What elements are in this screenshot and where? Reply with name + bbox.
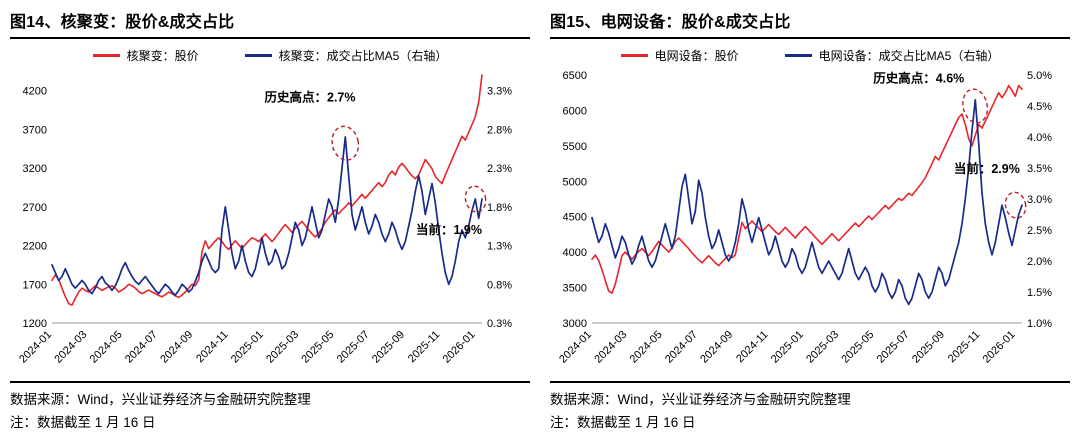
legend-item-price: 电网设备：股价	[620, 47, 739, 64]
figure-14-title: 图14、核聚变：股价&成交占比	[10, 4, 530, 39]
svg-text:6500: 6500	[563, 70, 587, 82]
price-line-swatch	[92, 53, 120, 57]
svg-text:4000: 4000	[563, 247, 587, 259]
source-divider	[550, 381, 1070, 383]
svg-text:2025-11: 2025-11	[946, 329, 982, 365]
svg-text:2024-09: 2024-09	[158, 329, 195, 366]
grid-equipment-price-volume-chart: 3000 3500 4000 4500 5000 5500 6000 6500 1.0% 1.5%…	[557, 70, 1052, 366]
svg-text:3.0%: 3.0%	[1027, 194, 1052, 206]
svg-text:1.8%: 1.8%	[487, 202, 512, 214]
legend-label-volume-share: 电网设备：成交占比MA5（右轴）	[818, 48, 1000, 63]
figure-15-legend: 电网设备：股价 电网设备：成交占比MA5（右轴）	[550, 43, 1070, 67]
svg-text:0.3%: 0.3%	[487, 318, 512, 330]
svg-text:2024-09: 2024-09	[698, 329, 735, 366]
figure-14-panel: 图14、核聚变：股价&成交占比 核聚变：股价 核聚变：成交占比MA5（右轴） 1…	[10, 4, 530, 430]
legend-label-price: 核聚变：股价	[126, 48, 199, 63]
svg-text:3700: 3700	[23, 124, 47, 136]
svg-text:当前：2.9%: 当前：2.9%	[954, 161, 1020, 176]
svg-text:历史高点：4.6%: 历史高点：4.6%	[873, 70, 964, 85]
svg-text:3.3%: 3.3%	[487, 86, 512, 98]
svg-text:2025-09: 2025-09	[910, 329, 947, 366]
svg-text:4200: 4200	[23, 86, 47, 98]
svg-text:2024-05: 2024-05	[88, 329, 125, 366]
svg-text:6000: 6000	[563, 105, 587, 117]
svg-text:1.5%: 1.5%	[1027, 287, 1052, 299]
svg-text:2.0%: 2.0%	[1027, 256, 1052, 268]
svg-text:当前：1.9%: 当前：1.9%	[416, 222, 482, 237]
svg-text:3200: 3200	[23, 163, 47, 175]
data-note: 注：数据截至 1 月 16 日	[550, 415, 696, 430]
fusion-price-volume-chart: 1200 1700 2200 2700 3200 3700 4200 0.3% 0.8% 1.3%…	[17, 74, 512, 366]
data-note: 注：数据截至 1 月 16 日	[10, 415, 156, 430]
figure-15-title: 图15、电网设备：股价&成交占比	[550, 4, 1070, 39]
svg-text:1700: 1700	[23, 279, 47, 291]
svg-text:2.3%: 2.3%	[487, 163, 512, 175]
svg-text:2024-03: 2024-03	[52, 329, 89, 366]
svg-text:4.5%: 4.5%	[1027, 101, 1052, 113]
svg-text:2024-07: 2024-07	[123, 329, 160, 366]
svg-text:3500: 3500	[563, 283, 587, 295]
svg-text:3000: 3000	[563, 318, 587, 330]
svg-text:0.8%: 0.8%	[487, 279, 512, 291]
data-source: 数据来源：Wind，兴业证券经济与金融研究院整理	[10, 392, 311, 407]
svg-text:2200: 2200	[23, 241, 47, 253]
price-line-swatch	[620, 53, 648, 57]
figure-15-panel: 图15、电网设备：股价&成交占比 电网设备：股价 电网设备：成交占比MA5（右轴…	[540, 0, 1080, 441]
svg-text:2025-05: 2025-05	[839, 329, 876, 366]
svg-text:5000: 5000	[563, 176, 587, 188]
svg-text:3.5%: 3.5%	[1027, 163, 1052, 175]
svg-text:2025-03: 2025-03	[804, 329, 841, 366]
svg-text:2025-01: 2025-01	[229, 329, 266, 366]
svg-text:4.0%: 4.0%	[1027, 132, 1052, 144]
svg-text:2024-01: 2024-01	[17, 329, 54, 366]
data-source: 数据来源：Wind，兴业证券经济与金融研究院整理	[550, 392, 851, 407]
svg-text:2.8%: 2.8%	[487, 124, 512, 136]
svg-text:1200: 1200	[23, 318, 47, 330]
figure-14-legend: 核聚变：股价 核聚变：成交占比MA5（右轴）	[10, 43, 530, 67]
svg-text:2024-03: 2024-03	[592, 329, 629, 366]
svg-text:2024-07: 2024-07	[663, 329, 700, 366]
source-divider	[10, 381, 530, 383]
legend-label-volume-share: 核聚变：成交占比MA5（右轴）	[278, 48, 448, 63]
svg-text:2025-11: 2025-11	[406, 329, 442, 365]
legend-item-volume-share: 核聚变：成交占比MA5（右轴）	[244, 47, 448, 64]
svg-text:2025-03: 2025-03	[264, 329, 301, 366]
svg-text:5.0%: 5.0%	[1027, 70, 1052, 82]
volume-share-line-swatch	[244, 53, 272, 57]
legend-label-price: 电网设备：股价	[654, 48, 739, 63]
svg-text:1.0%: 1.0%	[1027, 318, 1052, 330]
legend-item-price: 核聚变：股价	[92, 47, 199, 64]
svg-text:2025-09: 2025-09	[370, 329, 407, 366]
svg-text:2024-01: 2024-01	[557, 329, 594, 366]
svg-text:2026-01: 2026-01	[981, 329, 1018, 366]
volume-share-line-swatch	[784, 53, 812, 57]
svg-text:2026-01: 2026-01	[441, 329, 478, 366]
svg-text:2025-07: 2025-07	[875, 329, 912, 366]
svg-text:历史高点：2.7%: 历史高点：2.7%	[265, 89, 356, 104]
svg-text:5500: 5500	[563, 141, 587, 153]
svg-text:2024-05: 2024-05	[628, 329, 665, 366]
svg-text:2024-11: 2024-11	[734, 329, 770, 365]
svg-text:2.5%: 2.5%	[1027, 225, 1052, 237]
svg-text:2700: 2700	[23, 202, 47, 214]
svg-text:2025-05: 2025-05	[299, 329, 336, 366]
svg-text:4500: 4500	[563, 212, 587, 224]
svg-text:2024-11: 2024-11	[194, 329, 230, 365]
legend-item-volume-share: 电网设备：成交占比MA5（右轴）	[784, 47, 1000, 64]
svg-text:2025-01: 2025-01	[769, 329, 806, 366]
svg-text:2025-07: 2025-07	[335, 329, 372, 366]
svg-text:1.3%: 1.3%	[487, 241, 512, 253]
